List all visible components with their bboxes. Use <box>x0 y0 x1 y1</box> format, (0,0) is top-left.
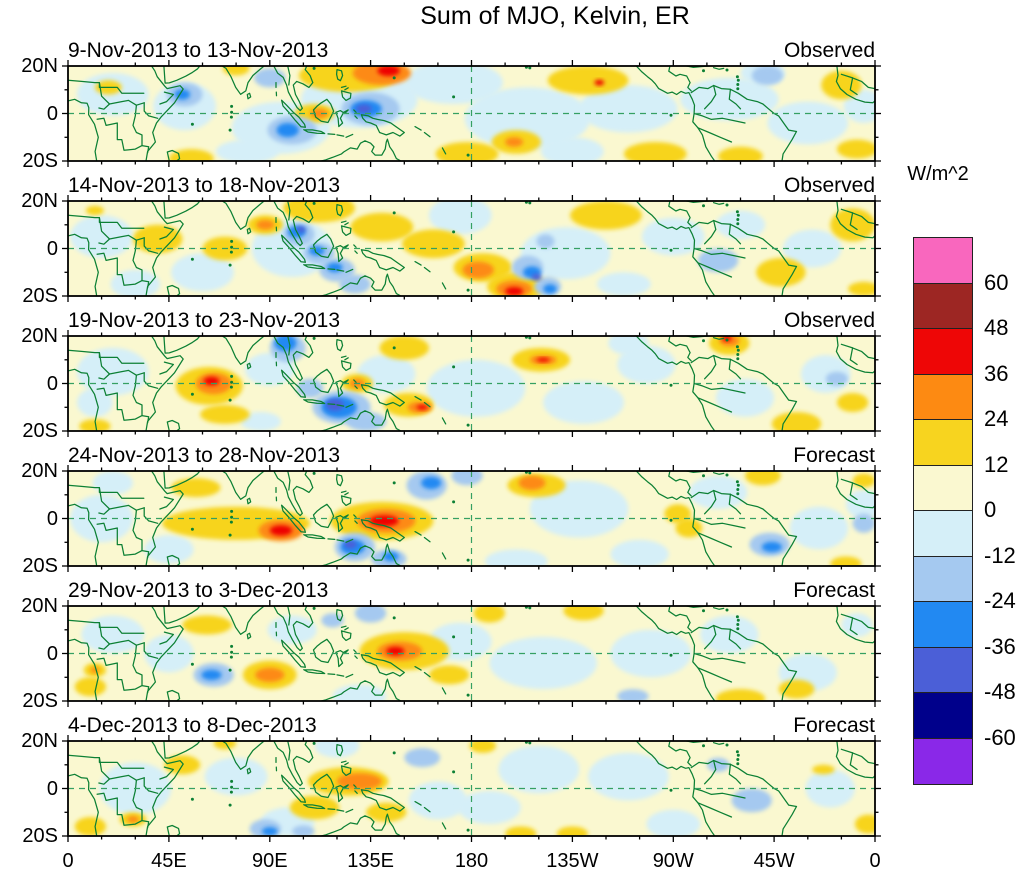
panel-period-label: 29-Nov-2013 to 3-Dec-2013 <box>68 579 329 602</box>
y-axis-label-20n: 20N <box>21 595 58 617</box>
panel-frame <box>67 605 876 702</box>
coastlines <box>68 201 875 296</box>
map-canvas-panel-4 <box>62 465 881 572</box>
anomaly-field <box>76 66 875 161</box>
panel-status-label: Observed <box>783 39 875 62</box>
x-axis-label-90w: 90W <box>652 850 694 872</box>
y-axis-label-20s: 20S <box>22 825 58 847</box>
colorbar-tick--60: -60 <box>984 724 1016 750</box>
x-axis-label-0: 0 <box>62 850 74 872</box>
panel-period-label: 14-Nov-2013 to 18-Nov-2013 <box>68 174 340 197</box>
colorbar-cell-7 <box>914 556 972 602</box>
x-axis-label-90e: 90E <box>251 850 288 872</box>
panel-frame <box>67 65 876 162</box>
x-axis-label-135w: 135W <box>546 850 599 872</box>
colorbar-cell-3 <box>914 374 972 420</box>
x-axis-label-135e: 135E <box>347 850 394 872</box>
y-axis-label-20n: 20N <box>21 190 58 212</box>
colorbar-tick--24: -24 <box>984 588 1016 613</box>
anomaly-field <box>74 606 873 701</box>
coastlines <box>68 741 875 836</box>
coastlines <box>68 336 875 431</box>
colorbar-cell-8 <box>914 602 972 648</box>
colorbar-tick-36: 36 <box>984 360 1009 386</box>
y-axis-label-0: 0 <box>46 372 58 395</box>
colorbar-cell-5 <box>914 465 972 511</box>
axis-ticks <box>62 330 881 437</box>
map-canvas-panel-1 <box>62 60 881 167</box>
y-axis-label-0: 0 <box>46 642 58 665</box>
panel-status-label: Forecast <box>793 444 875 467</box>
map-canvas-panel-6 <box>62 735 881 842</box>
colorbar-tick-24: 24 <box>984 406 1009 431</box>
y-axis-label-0: 0 <box>46 507 58 530</box>
colorbar-tick-48: 48 <box>984 315 1009 340</box>
colorbar <box>913 237 973 785</box>
colorbar-cell-10 <box>914 693 972 739</box>
map-canvas-panel-2 <box>62 195 881 302</box>
colorbar-cell-4 <box>914 420 972 466</box>
panel-frame <box>67 740 876 837</box>
colorbar-tick-12: 12 <box>984 451 1009 477</box>
panel-period-label: 9-Nov-2013 to 13-Nov-2013 <box>68 39 329 62</box>
x-axis-label-180: 180 <box>454 850 489 872</box>
colorbar-tick--36: -36 <box>984 633 1016 659</box>
panel-status-label: Forecast <box>793 714 875 737</box>
coastlines <box>68 471 875 566</box>
y-axis-label-20n: 20N <box>21 730 58 752</box>
x-axis-label-45w: 45W <box>753 850 795 872</box>
panel-period-label: 19-Nov-2013 to 23-Nov-2013 <box>68 309 340 332</box>
panel-frame <box>67 200 876 297</box>
panel-frame <box>67 470 876 567</box>
anomaly-field <box>70 201 875 296</box>
colorbar-cell-6 <box>914 511 972 557</box>
colorbar-tick-0: 0 <box>984 497 997 522</box>
map-canvas-panel-5 <box>62 600 881 707</box>
y-axis-label-20s: 20S <box>22 420 58 442</box>
y-axis-label-20s: 20S <box>22 555 58 577</box>
y-axis-label-20n: 20N <box>21 460 58 482</box>
colorbar-unit-label: W/m^2 <box>907 163 969 185</box>
y-axis-label-20s: 20S <box>22 150 58 172</box>
y-axis-label-20s: 20S <box>22 690 58 712</box>
panel-status-label: Forecast <box>793 579 875 602</box>
y-axis-label-20s: 20S <box>22 285 58 307</box>
y-axis-label-0: 0 <box>46 777 58 800</box>
colorbar-cell-11 <box>914 738 972 784</box>
x-axis-label-0: 0 <box>869 850 881 872</box>
anomaly-field <box>70 471 875 566</box>
map-canvas-panel-3 <box>62 330 881 437</box>
y-axis-label-20n: 20N <box>21 55 58 77</box>
colorbar-cell-2 <box>914 329 972 375</box>
x-axis-label-45e: 45E <box>151 850 187 872</box>
colorbar-tick--12: -12 <box>984 542 1016 568</box>
panel-period-label: 24-Nov-2013 to 28-Nov-2013 <box>68 444 340 467</box>
colorbar-tick-60: 60 <box>984 269 1009 295</box>
panel-frame <box>67 335 876 432</box>
colorbar-cell-0 <box>914 238 972 284</box>
y-axis-label-0: 0 <box>46 237 58 260</box>
y-axis-label-0: 0 <box>46 102 58 125</box>
colorbar-cell-9 <box>914 647 972 693</box>
coastlines <box>68 606 875 701</box>
panel-status-label: Observed <box>783 174 875 197</box>
colorbar-tick--48: -48 <box>984 679 1016 704</box>
panel-period-label: 4-Dec-2013 to 8-Dec-2013 <box>68 714 317 737</box>
y-axis-label-20n: 20N <box>21 325 58 347</box>
figure-title: Sum of MJO, Kelvin, ER <box>420 2 690 30</box>
colorbar-cell-1 <box>914 283 972 329</box>
coastlines <box>68 66 875 161</box>
panel-status-label: Observed <box>783 309 875 332</box>
